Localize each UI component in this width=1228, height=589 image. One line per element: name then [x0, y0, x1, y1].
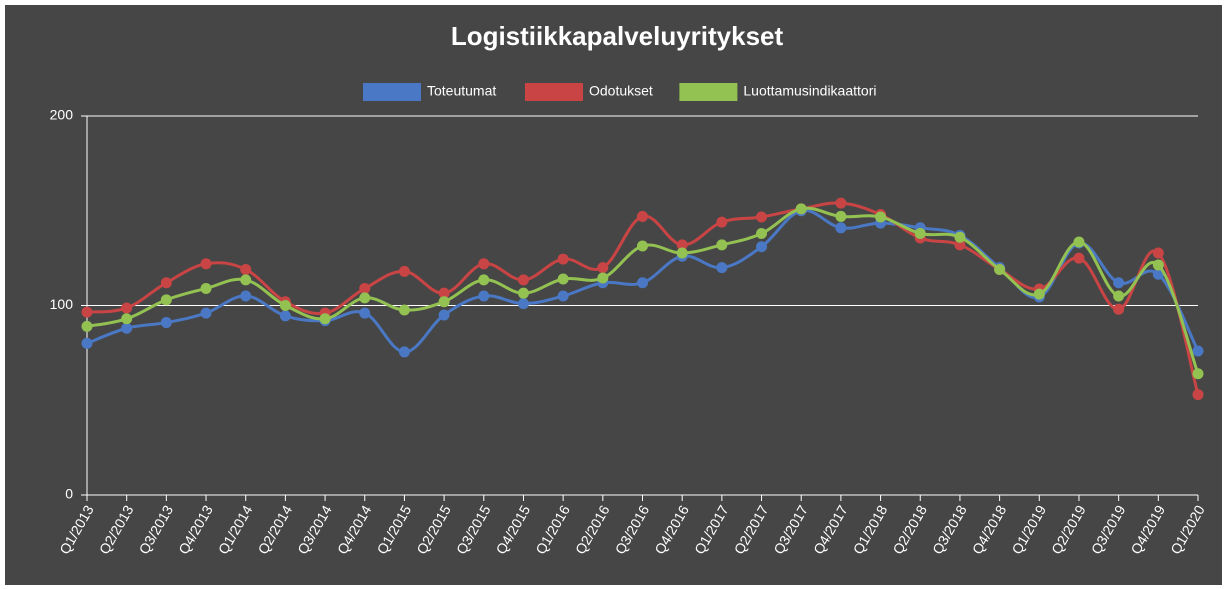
data-point	[1073, 252, 1085, 264]
data-point	[1113, 277, 1125, 289]
data-point	[557, 273, 569, 285]
data-point	[517, 298, 529, 310]
data-point	[835, 210, 847, 222]
data-point	[240, 274, 252, 286]
data-point	[557, 290, 569, 302]
data-point	[637, 240, 648, 252]
data-point	[875, 211, 887, 223]
data-point	[637, 210, 648, 222]
data-point	[121, 302, 133, 314]
legend-swatch	[679, 83, 738, 101]
data-point	[81, 320, 93, 332]
data-point	[121, 322, 133, 334]
data-point	[1192, 345, 1204, 357]
data-point	[756, 241, 768, 253]
data-point	[914, 227, 926, 239]
y-tick-label: 200	[50, 107, 74, 123]
data-point	[1152, 259, 1164, 271]
data-point	[1033, 288, 1045, 300]
data-point	[795, 203, 807, 215]
data-point	[478, 274, 490, 286]
legend-swatch	[525, 83, 583, 101]
data-point	[478, 290, 490, 302]
data-point	[359, 282, 371, 294]
data-point	[716, 262, 728, 274]
data-point	[557, 253, 569, 265]
data-point	[81, 337, 93, 349]
legend: Toteutumat Odotukset Luottamusindikaattori	[363, 83, 876, 101]
data-point	[1113, 290, 1125, 302]
legend-label: Toteutumat	[427, 83, 496, 99]
data-point	[756, 211, 768, 223]
data-point	[200, 282, 212, 294]
data-point	[438, 309, 450, 321]
data-point	[359, 307, 371, 319]
data-point	[160, 317, 172, 329]
data-point	[1113, 303, 1125, 315]
data-point	[398, 304, 410, 316]
data-point	[1073, 236, 1085, 248]
data-point	[756, 227, 768, 239]
data-point	[240, 263, 252, 275]
data-point	[121, 313, 133, 325]
data-point	[835, 197, 847, 209]
data-point	[994, 263, 1006, 275]
data-point	[597, 262, 609, 274]
data-point	[954, 239, 966, 251]
data-point	[200, 258, 212, 270]
data-point	[81, 306, 93, 318]
chart-background	[5, 5, 1222, 585]
data-point	[359, 292, 371, 304]
data-point	[597, 272, 609, 284]
y-tick-label: 100	[50, 296, 74, 312]
data-point	[1152, 247, 1164, 259]
y-tick-label: 0	[65, 486, 73, 502]
data-point	[716, 239, 728, 251]
legend-swatch	[363, 83, 421, 101]
data-point	[1152, 268, 1164, 280]
data-point	[1192, 368, 1204, 380]
data-point	[398, 346, 410, 358]
data-point	[716, 216, 728, 228]
data-point	[676, 239, 688, 251]
data-point	[637, 277, 648, 289]
data-point	[438, 287, 450, 299]
chart-title: Logistiikkapalveluyritykset	[451, 21, 784, 51]
data-point	[478, 258, 490, 270]
data-point	[200, 307, 212, 319]
data-point	[517, 274, 529, 286]
data-point	[517, 287, 529, 299]
legend-label: Odotukset	[589, 83, 653, 99]
data-point	[438, 296, 450, 308]
data-point	[160, 294, 172, 306]
data-point	[319, 313, 331, 325]
data-point	[160, 277, 172, 289]
data-point	[954, 231, 966, 243]
legend-label: Luottamusindikaattori	[743, 83, 876, 99]
data-point	[398, 265, 410, 277]
data-point	[279, 300, 291, 311]
data-point	[676, 247, 688, 259]
data-point	[1192, 389, 1204, 401]
data-point	[240, 290, 252, 302]
data-point	[279, 310, 291, 322]
data-point	[835, 222, 847, 234]
